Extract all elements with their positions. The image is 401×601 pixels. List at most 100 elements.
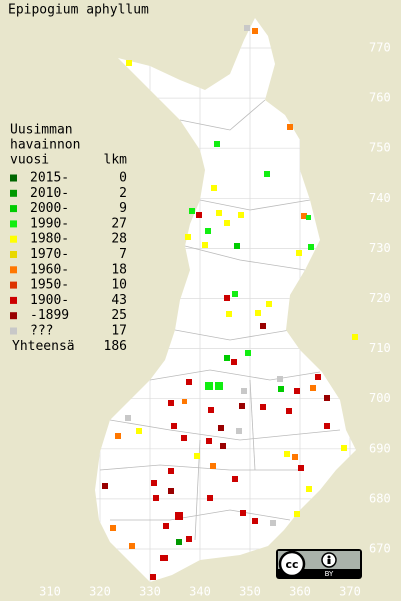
observation: [224, 295, 230, 301]
observation: [308, 244, 314, 250]
observation: [270, 520, 276, 526]
legend-count: 18: [111, 262, 127, 277]
legend-count: 7: [119, 247, 127, 262]
observation: [234, 243, 240, 249]
observation: [160, 555, 168, 561]
observation: [241, 388, 247, 394]
y-coordinate-label: 760: [369, 91, 391, 105]
observation: [292, 454, 298, 460]
observation: [220, 443, 226, 449]
by-text: BY: [325, 570, 334, 578]
y-coordinate-label: 690: [369, 441, 391, 455]
observation: [296, 250, 302, 256]
legend-count: 27: [111, 216, 127, 231]
observation: [136, 428, 142, 434]
x-coordinate-label: 350: [239, 585, 261, 599]
observation: [298, 465, 304, 471]
observation: [294, 388, 300, 394]
observation: [205, 228, 211, 234]
observation: [186, 536, 192, 542]
observation: [151, 480, 157, 486]
observation: [245, 350, 251, 356]
observation: [255, 310, 261, 316]
observation: [211, 185, 217, 191]
observation: [315, 374, 321, 380]
observation: [352, 334, 358, 340]
legend-label: 1900-: [30, 293, 69, 308]
observation: [150, 574, 156, 580]
legend-swatch: [10, 266, 17, 274]
legend-count: 25: [111, 308, 127, 323]
observation: [125, 415, 131, 421]
observation: [189, 208, 195, 214]
legend-label: 2010-: [30, 186, 69, 201]
observation: [168, 400, 174, 406]
x-coordinate-label: 370: [339, 585, 361, 599]
observation: [239, 403, 245, 409]
legend-label: 1960-: [30, 262, 69, 277]
observation: [324, 423, 330, 429]
observation: [214, 141, 220, 147]
observation: [185, 234, 191, 240]
legend-label: -1899: [30, 308, 69, 323]
legend-heading: Uusimman: [10, 123, 73, 138]
observation: [196, 212, 202, 218]
observation: [341, 445, 347, 451]
observation: [240, 510, 246, 516]
legend-label: 2000-: [30, 201, 69, 216]
observation: [278, 386, 284, 392]
observation: [171, 423, 177, 429]
legend-swatch: [10, 327, 17, 335]
observation: [252, 518, 258, 524]
legend-count: 2: [119, 186, 127, 201]
observation: [306, 215, 311, 220]
observation: [175, 512, 183, 520]
observation: [129, 543, 135, 549]
observation: [244, 25, 250, 31]
observation: [286, 408, 292, 414]
x-coordinate-label: 360: [289, 585, 311, 599]
observation: [287, 124, 293, 130]
observation: [266, 301, 272, 307]
observation: [252, 28, 258, 34]
y-coordinate-label: 670: [369, 542, 391, 556]
observation: [264, 171, 270, 177]
y-coordinate-label: 740: [369, 191, 391, 205]
x-coordinate-label: 310: [39, 585, 61, 599]
legend-swatch: [10, 174, 17, 182]
y-coordinate-label: 730: [369, 241, 391, 255]
legend-count: 28: [111, 232, 127, 247]
legend-count: 17: [111, 324, 127, 339]
cc-logo-text: cc: [285, 558, 298, 571]
legend-swatch: [10, 296, 17, 304]
observation: [301, 213, 307, 219]
observation: [260, 404, 266, 410]
observation: [115, 433, 121, 439]
legend-label: 1990-: [30, 216, 69, 231]
license-badge: cc BY: [276, 549, 362, 579]
observation: [126, 60, 132, 66]
observation: [210, 463, 216, 469]
observation: [153, 495, 159, 501]
legend-swatch: [10, 189, 17, 197]
y-coordinate-label: 720: [369, 291, 391, 305]
legend-total: 186: [104, 339, 127, 354]
legend-heading: vuosi: [10, 153, 49, 168]
observation: [110, 525, 116, 531]
legend-swatch: [10, 251, 17, 258]
x-coordinate-label: 330: [139, 585, 161, 599]
by-icon-body: [327, 559, 331, 564]
legend-count: 0: [119, 171, 127, 186]
x-coordinate-label: 340: [189, 585, 211, 599]
observation: [277, 376, 283, 382]
observation: [215, 382, 223, 390]
observation: [194, 453, 200, 459]
by-icon-head: [327, 555, 331, 559]
legend-label: 1970-: [30, 247, 69, 262]
legend: Uusimman havainnon vuosi lkm 2015- 0 2010-…: [10, 123, 127, 354]
y-coordinate-label: 750: [369, 141, 391, 155]
observation: [236, 428, 242, 434]
observation: [306, 486, 312, 492]
observation: [232, 291, 238, 297]
observation: [102, 483, 108, 489]
